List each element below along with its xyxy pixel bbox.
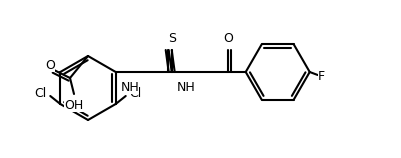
Text: O: O <box>45 60 55 73</box>
Text: OH: OH <box>64 99 83 112</box>
Text: S: S <box>167 32 175 45</box>
Text: Cl: Cl <box>130 88 142 100</box>
Text: NH: NH <box>120 81 139 94</box>
Text: NH: NH <box>176 81 194 94</box>
Text: F: F <box>317 70 324 83</box>
Text: Cl: Cl <box>34 88 46 100</box>
Text: O: O <box>222 32 232 45</box>
